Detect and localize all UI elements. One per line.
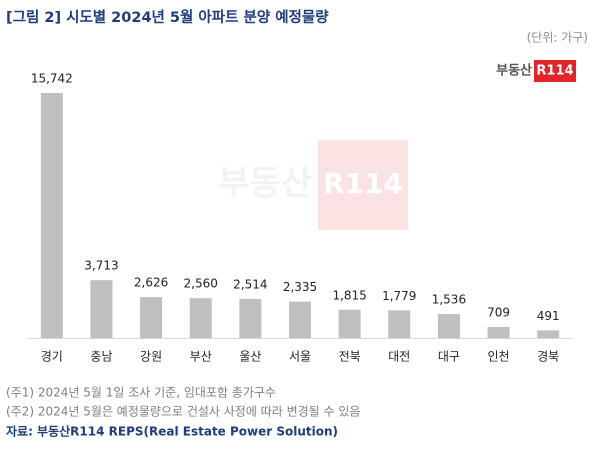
- bar: [40, 93, 63, 338]
- x-tick-label: 인천: [487, 349, 509, 364]
- bar: [437, 314, 460, 338]
- value-label: 1,815: [332, 288, 366, 302]
- x-tick-label: 경기: [41, 350, 63, 364]
- watermark: 부동산 R114: [218, 140, 408, 230]
- x-tick-label: 강원: [140, 350, 162, 364]
- logo-badge: R114: [536, 64, 573, 79]
- bar: [338, 309, 361, 338]
- bar: [537, 330, 560, 338]
- value-label: 15,742: [31, 72, 73, 86]
- logo-text: 부동산: [496, 63, 532, 79]
- x-tick-label: 대전: [388, 350, 410, 364]
- note: (주2) 2024년 5월은 예정물량으로 건설사 사정에 따라 변경될 수 있…: [6, 405, 360, 419]
- chart-title: [그림 2] 시도별 2024년 5월 아파트 분양 예정물량: [6, 8, 329, 26]
- logo: 부동산 R114: [496, 60, 576, 82]
- x-tick-label: 울산: [239, 350, 261, 364]
- value-label: 491: [537, 309, 560, 323]
- note: (주1) 2024년 5월 1일 조사 기준, 임대포함 총가구수: [6, 386, 276, 400]
- x-tick-label: 경북: [537, 350, 559, 364]
- x-tick-label: 서울: [289, 350, 311, 364]
- watermark-badge: R114: [323, 167, 403, 200]
- value-label: 709: [487, 305, 510, 319]
- unit-label: (단위: 가구): [527, 31, 588, 45]
- source: 자료: 부동산R114 REPS(Real Estate Power Solut…: [6, 424, 338, 439]
- bar: [140, 297, 163, 338]
- bar: [189, 298, 212, 338]
- value-label: 2,514: [233, 277, 267, 291]
- watermark-text: 부동산: [218, 164, 312, 204]
- x-tick-label: 대구: [438, 350, 460, 364]
- bar: [239, 298, 262, 338]
- value-label: 1,779: [382, 289, 416, 303]
- x-tick-label: 전북: [339, 350, 361, 364]
- x-tick-label: 부산: [190, 350, 212, 364]
- value-label: 2,626: [134, 276, 168, 290]
- value-label: 2,335: [283, 280, 317, 294]
- watermark-box: [318, 140, 408, 230]
- logo-badge-box: [534, 60, 576, 82]
- value-label: 1,536: [432, 293, 466, 307]
- value-label: 2,560: [184, 277, 218, 291]
- value-label: 3,713: [84, 259, 118, 273]
- bar: [289, 301, 311, 338]
- bar: [487, 326, 510, 338]
- x-tick-label: 충남: [90, 350, 112, 364]
- bar: [388, 310, 411, 338]
- bar: [90, 280, 113, 338]
